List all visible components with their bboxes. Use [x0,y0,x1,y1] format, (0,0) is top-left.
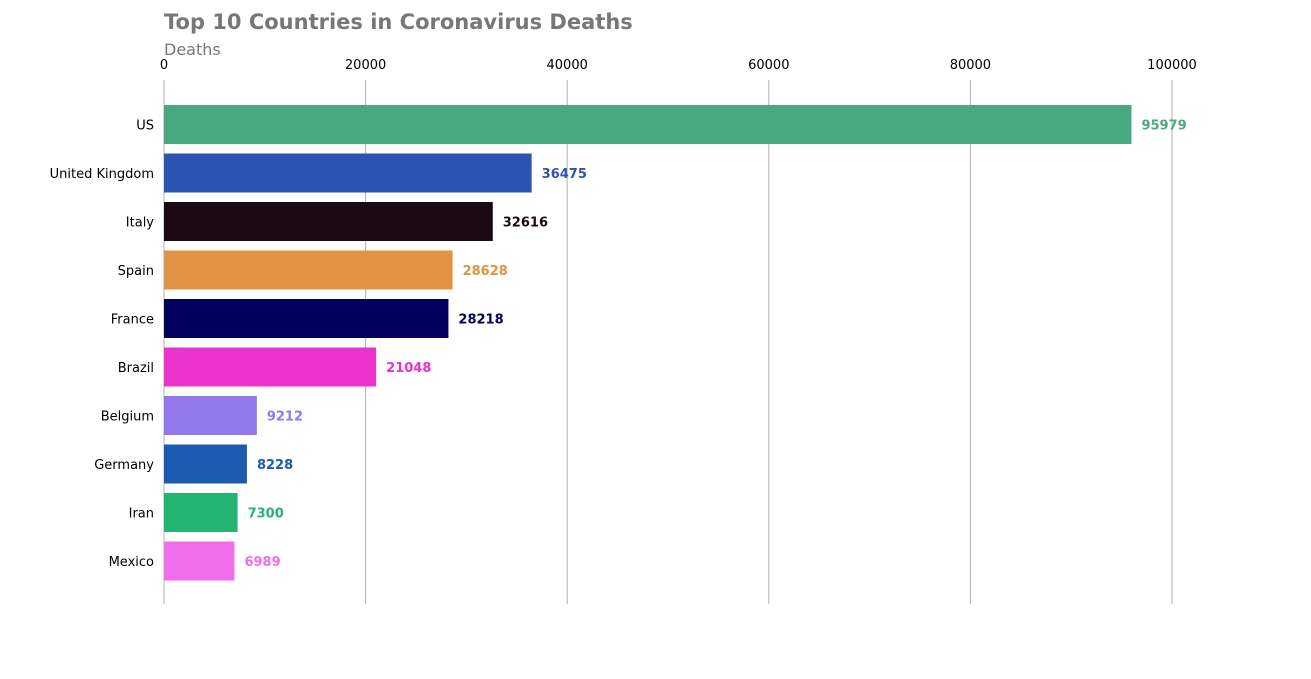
bar-germany [164,444,247,484]
data-label: 32616 [503,216,548,231]
x-tick-label: 80000 [950,58,991,73]
y-axis-categories: US United Kingdom Italy Spain France Brazil Be… [50,119,155,571]
y-tick-label: United Kingdom [50,167,154,182]
x-axis-ticks: 0 20000 40000 60000 80000 100000 [160,58,1197,73]
y-tick-label: Italy [126,216,155,231]
y-tick-label: Germany [94,458,154,473]
data-label: 21048 [386,361,431,376]
bar-belgium [164,396,257,435]
chart-title: Top 10 Countries in Coronavirus Deaths [164,10,633,34]
x-tick-label: 0 [160,58,168,73]
data-label: 28218 [458,313,503,328]
data-label: 8228 [257,458,293,473]
y-tick-label: Mexico [109,555,154,570]
bar-italy [164,202,493,241]
bars [164,105,1132,581]
bar-mexico [164,541,235,581]
x-tick-label: 60000 [748,58,789,73]
x-tick-label: 40000 [547,58,588,73]
data-label: 36475 [542,167,587,182]
y-tick-label: Brazil [118,361,154,376]
data-label: 28628 [463,264,508,279]
data-label: 6989 [244,555,280,570]
bar-brazil [164,347,377,387]
x-tick-label: 20000 [345,58,386,73]
bar-france [164,299,449,338]
value-labels: 95979 36475 32616 28628 28218 21048 9212 8228 73… [244,119,1186,571]
bar-united-kingdom [164,153,532,193]
bar-iran [164,493,238,532]
data-label: 9212 [267,410,303,425]
y-tick-label: Spain [118,264,154,279]
y-tick-label: Belgium [101,410,154,425]
y-tick-label: US [136,119,154,134]
bar-us [164,105,1132,144]
x-tick-label: 100000 [1147,58,1197,73]
x-axis-label: Deaths [164,40,221,59]
y-tick-label: Iran [129,507,154,522]
bar-spain [164,250,453,290]
data-label: 95979 [1141,119,1186,134]
y-tick-label: France [111,313,154,328]
data-label: 7300 [248,507,284,522]
